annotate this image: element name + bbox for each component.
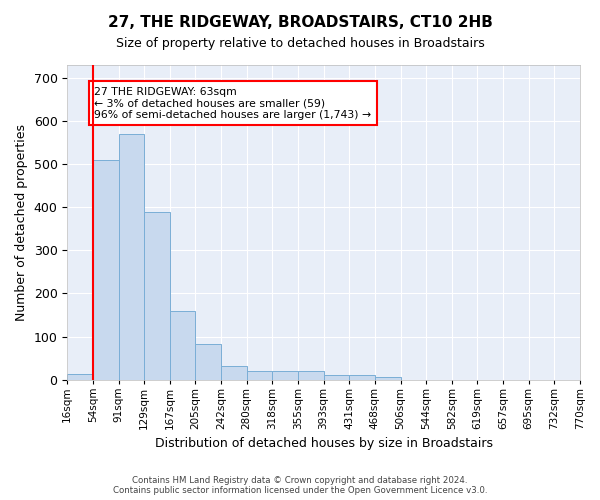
Text: 27 THE RIDGEWAY: 63sqm
← 3% of detached houses are smaller (59)
96% of semi-deta: 27 THE RIDGEWAY: 63sqm ← 3% of detached … — [94, 86, 371, 120]
Bar — [93, 160, 119, 380]
X-axis label: Distribution of detached houses by size in Broadstairs: Distribution of detached houses by size … — [155, 437, 493, 450]
Bar — [144, 212, 170, 380]
Bar — [247, 372, 272, 380]
Y-axis label: Number of detached properties: Number of detached properties — [15, 124, 28, 321]
Bar — [323, 376, 349, 380]
Bar — [298, 372, 323, 380]
Bar — [349, 376, 375, 380]
Text: 27, THE RIDGEWAY, BROADSTAIRS, CT10 2HB: 27, THE RIDGEWAY, BROADSTAIRS, CT10 2HB — [107, 15, 493, 30]
Text: Contains HM Land Registry data © Crown copyright and database right 2024.
Contai: Contains HM Land Registry data © Crown c… — [113, 476, 487, 495]
Bar — [67, 374, 93, 380]
Bar — [221, 366, 247, 380]
Bar — [196, 344, 221, 380]
Bar — [272, 370, 298, 380]
Bar — [375, 378, 401, 380]
Text: Size of property relative to detached houses in Broadstairs: Size of property relative to detached ho… — [116, 38, 484, 51]
Bar — [119, 134, 144, 380]
Bar — [170, 310, 196, 380]
